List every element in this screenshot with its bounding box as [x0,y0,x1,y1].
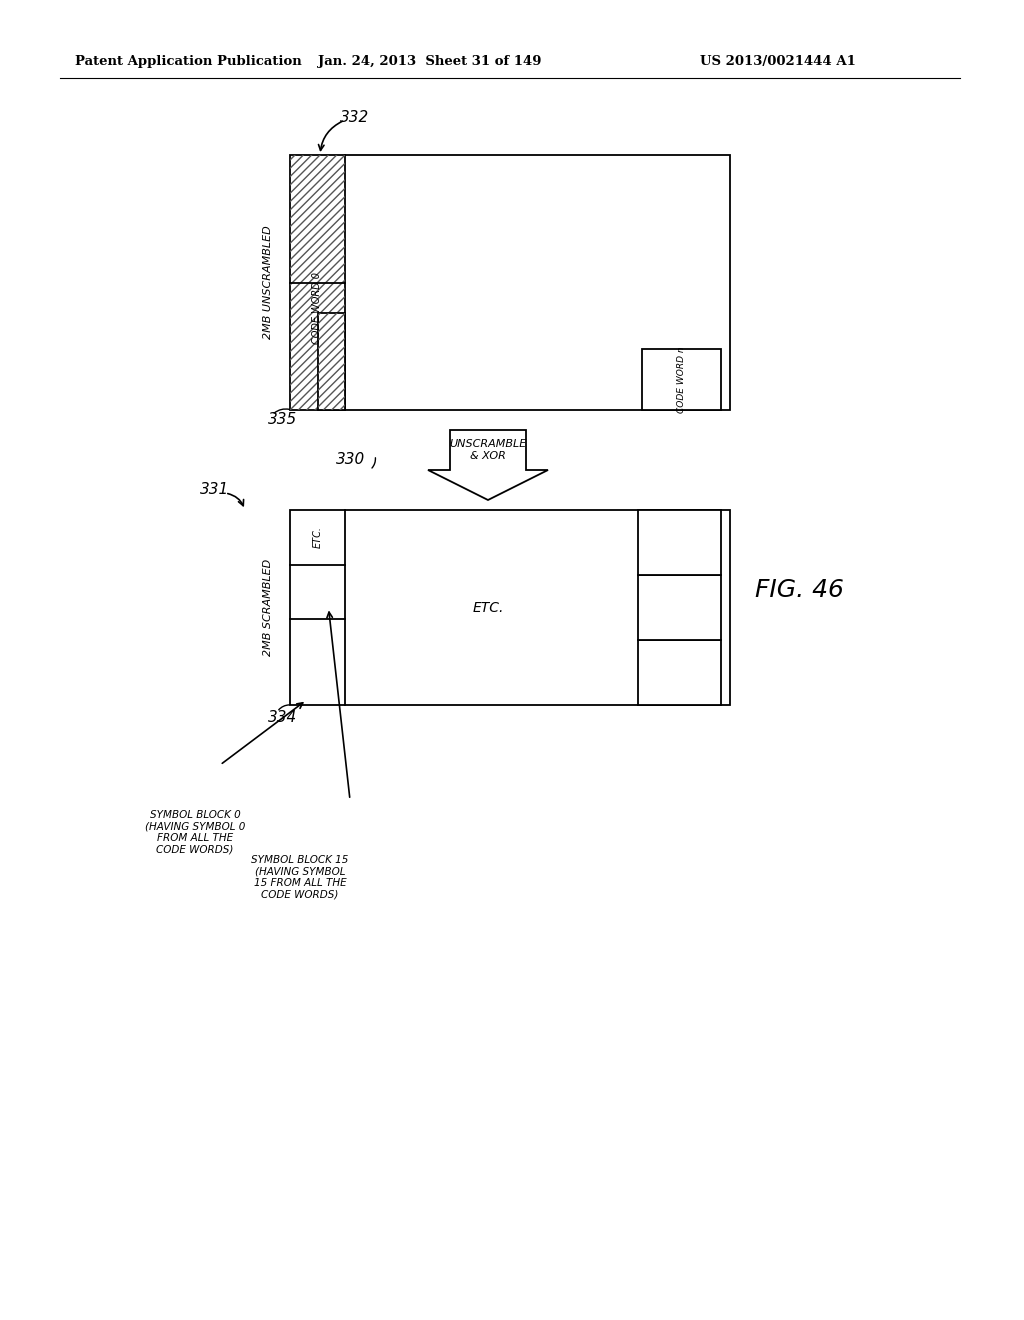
Bar [290,154,317,411]
Text: Jan. 24, 2013  Sheet 31 of 149: Jan. 24, 2013 Sheet 31 of 149 [318,55,542,69]
Bar [642,348,721,411]
Text: US 2013/0021444 A1: US 2013/0021444 A1 [700,55,856,69]
Text: 335: 335 [268,412,297,428]
Bar [638,576,721,640]
Bar [638,640,721,705]
Bar [317,313,345,411]
Bar [290,510,730,705]
Bar [638,510,721,576]
Text: ETC.: ETC. [472,601,504,615]
Text: 2MB UNSCRAMBLED: 2MB UNSCRAMBLED [263,226,273,339]
Text: 330: 330 [336,453,365,467]
Text: 332: 332 [340,111,370,125]
Text: SYMBOL BLOCK 0
(HAVING SYMBOL 0
FROM ALL THE
CODE WORDS): SYMBOL BLOCK 0 (HAVING SYMBOL 0 FROM ALL… [144,810,245,855]
Text: 334: 334 [268,710,297,726]
Text: ETC.: ETC. [312,527,323,548]
Text: 331: 331 [200,483,229,498]
Bar [290,154,730,411]
Text: CODE WORD n: CODE WORD n [677,346,686,413]
Bar [317,313,345,411]
Text: UNSCRAMBLE
& XOR: UNSCRAMBLE & XOR [450,440,526,461]
Bar [317,154,345,313]
Text: 2MB SCRAMBLED: 2MB SCRAMBLED [263,558,273,656]
Text: FIG. 46: FIG. 46 [755,578,844,602]
Text: CODE WORD 0: CODE WORD 0 [312,272,323,345]
Polygon shape [428,430,548,500]
Text: SYMBOL BLOCK 15
(HAVING SYMBOL
15 FROM ALL THE
CODE WORDS): SYMBOL BLOCK 15 (HAVING SYMBOL 15 FROM A… [251,855,349,900]
Text: Patent Application Publication: Patent Application Publication [75,55,302,69]
